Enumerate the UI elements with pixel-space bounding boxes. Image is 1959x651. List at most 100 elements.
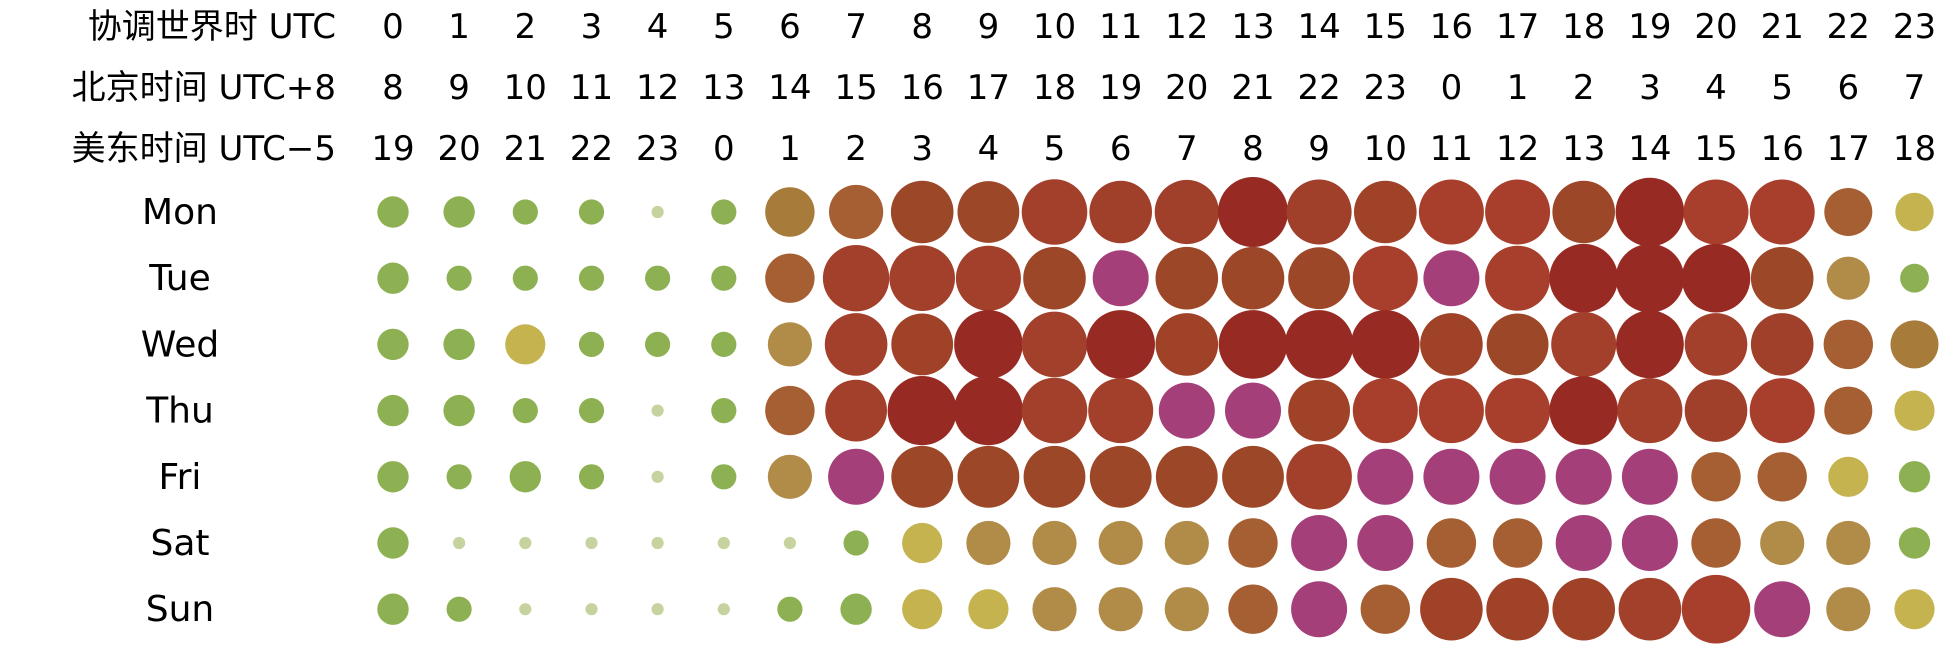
bubble-sun-20 [1681,574,1751,644]
bubble-sun-3 [585,603,598,616]
day-label-fri: Fri [159,457,202,498]
bubble-sun-6 [777,596,803,622]
timezone-label-utc: 协调世界时 UTC [88,7,336,47]
bubble-thu-11 [1088,378,1154,444]
bubble-sat-11 [1098,520,1143,566]
bubble-sun-8 [902,589,943,630]
hour-tick-label: 18 [1562,7,1605,47]
hour-tick-label: 10 [504,68,547,108]
bubble-thu-8 [887,376,957,446]
bubble-sat-18 [1555,515,1612,571]
bubble-fri-14 [1286,444,1352,510]
bubble-thu-9 [953,376,1024,446]
bubble-wed-6 [767,322,813,367]
bubble-fri-15 [1357,448,1414,505]
bubble-sat-7 [843,530,869,556]
bubble-tue-8 [889,245,955,311]
bubble-thu-5 [711,398,737,424]
bubble-tue-15 [1352,245,1418,311]
bubble-tue-19 [1615,243,1685,313]
hour-tick-label: 12 [636,68,679,108]
bubble-tue-21 [1750,246,1814,310]
day-label-mon: Mon [142,192,218,233]
bubble-wed-5 [711,331,737,357]
bubble-fri-11 [1089,445,1152,508]
hour-tick-label: 3 [581,7,603,47]
hour-tick-label: 11 [570,68,613,108]
hour-tick-label: 2 [845,129,867,169]
hour-tick-label: 8 [1242,129,1264,169]
bubble-sat-21 [1760,520,1805,566]
hour-tick-label: 1 [779,129,801,169]
hour-tick-label: 21 [504,129,547,169]
bubble-sat-16 [1426,518,1477,568]
hour-tick-label: 22 [570,129,613,169]
day-label-tue: Tue [148,258,211,299]
bubble-sun-19 [1618,577,1682,641]
bubble-fri-18 [1555,448,1612,505]
bubble-fri-22 [1828,456,1869,497]
bubble-fri-6 [767,454,813,499]
bubble-tue-5 [711,265,737,291]
hour-tick-label: 22 [1827,7,1870,47]
bubble-mon-21 [1749,179,1815,245]
bubble-sat-10 [1032,520,1077,566]
bubble-thu-16 [1418,378,1484,444]
hour-tick-label: 18 [1033,68,1076,108]
hour-tick-label: 4 [978,129,1000,169]
bubble-fri-10 [1023,445,1086,508]
bubble-thu-13 [1225,382,1281,439]
bubble-mon-10 [1021,179,1088,245]
hour-tick-label: 2 [1573,68,1595,108]
day-labels: Mon Tue Wed Thu Fri Sat Sun [141,192,220,630]
bubble-sat-14 [1291,515,1348,571]
bubble-wed-15 [1351,310,1420,379]
bubble-sat-17 [1492,518,1543,568]
bubble-thu-14 [1288,379,1350,442]
bubble-mon-18 [1552,180,1615,244]
hour-tick-label: 10 [1364,129,1407,169]
bubble-sun-15 [1360,584,1411,634]
bubble-fri-21 [1757,452,1807,502]
bubble-tue-4 [645,265,671,291]
bubble-thu-0 [377,394,409,427]
hour-tick-label: 23 [1364,68,1407,108]
hour-tick-label: 13 [1231,7,1274,47]
hour-tick-label: 6 [1110,129,1132,169]
bubble-mon-20 [1683,179,1749,245]
bubble-tue-22 [1826,256,1870,300]
bubble-sat-1 [453,536,466,550]
hour-tick-label: 21 [1761,7,1804,47]
bubble-wed-19 [1616,310,1684,379]
bubble-wed-21 [1750,313,1814,376]
bubble-sun-7 [840,593,872,625]
bubble-tue-17 [1485,245,1551,311]
bubble-wed-2 [505,324,546,365]
hour-tick-label: 3 [1639,68,1661,108]
bubble-mon-3 [578,199,605,225]
bubble-thu-4 [651,404,664,417]
bubble-fri-23 [1898,461,1931,493]
timezone-labels: 协调世界时 UTC 北京时间 UTC+8 美东时间 UTC−5 [72,7,336,169]
bubble-wed-20 [1684,313,1748,376]
hour-tick-label: 7 [1904,68,1926,108]
bubble-tue-16 [1423,250,1480,307]
hour-tick-label: 9 [448,68,470,108]
bubble-mon-23 [1895,192,1934,232]
hour-tick-label: 22 [1297,68,1340,108]
bubble-tue-12 [1155,246,1219,310]
hour-tick-label: 16 [1761,129,1804,169]
bubble-fri-4 [651,470,664,483]
bubble-sat-8 [902,522,943,564]
bubble-mon-0 [377,196,409,228]
bubble-fri-3 [578,464,605,490]
bubble-sat-12 [1164,520,1209,566]
hour-tick-label: 6 [779,7,801,47]
bubble-sat-3 [585,536,598,550]
bubble-mon-14 [1286,179,1352,245]
bubble-thu-1 [443,394,475,427]
bubble-mon-12 [1154,179,1219,245]
bubble-wed-9 [954,310,1023,379]
bubble-tue-10 [1023,246,1086,310]
